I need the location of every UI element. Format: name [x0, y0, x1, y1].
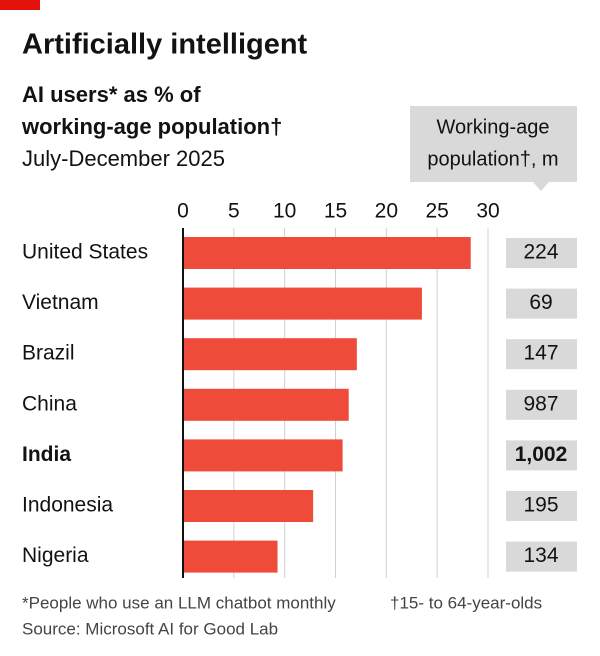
y-tick-label: Brazil [22, 342, 75, 365]
subtitle: AI users* as % of [22, 82, 201, 107]
population-value: 1,002 [515, 443, 568, 466]
y-tick-label: United States [22, 241, 148, 264]
population-value: 69 [529, 291, 552, 314]
bar [183, 338, 357, 371]
x-tick-label: 20 [375, 200, 398, 223]
column-header: population†, m [427, 148, 558, 170]
brand-tag [0, 0, 40, 10]
population-box [506, 541, 577, 572]
y-tick-label: China [22, 392, 77, 415]
x-tick-label: 30 [476, 200, 499, 223]
population-value: 134 [523, 544, 558, 567]
population-box [506, 288, 577, 319]
population-box [506, 491, 577, 521]
footnote: *People who use an LLM chatbot monthly [22, 593, 336, 612]
bar [183, 439, 343, 472]
population-box [506, 238, 577, 268]
bar [183, 388, 349, 421]
x-tick-label: 0 [177, 200, 189, 223]
x-tick-label: 15 [324, 200, 347, 223]
bar [183, 237, 471, 269]
source: Source: Microsoft AI for Good Lab [22, 619, 278, 638]
footnote: †15- to 64-year-olds [390, 593, 542, 612]
bar [183, 287, 422, 320]
population-value: 224 [523, 241, 558, 264]
column-header-box [410, 106, 577, 182]
population-box [506, 440, 577, 471]
chart-title: Artificially intelligent [22, 29, 308, 61]
y-tick-label: India [22, 443, 71, 466]
x-tick-label: 10 [273, 200, 296, 223]
x-tick-label: 25 [425, 200, 448, 223]
population-box [506, 389, 577, 420]
bar [183, 490, 314, 522]
header-pointer [533, 182, 549, 191]
y-tick-label: Nigeria [22, 544, 89, 567]
x-tick-label: 5 [228, 200, 240, 223]
date: July-December 2025 [22, 146, 225, 171]
population-value: 987 [523, 392, 558, 415]
subtitle: working-age population† [21, 114, 282, 139]
y-tick-label: Indonesia [22, 494, 113, 517]
y-tick-label: Vietnam [22, 291, 99, 314]
bar [183, 540, 278, 573]
column-header: Working-age [436, 116, 549, 138]
population-value: 147 [523, 342, 558, 365]
population-box [506, 339, 577, 370]
population-value: 195 [523, 494, 558, 517]
